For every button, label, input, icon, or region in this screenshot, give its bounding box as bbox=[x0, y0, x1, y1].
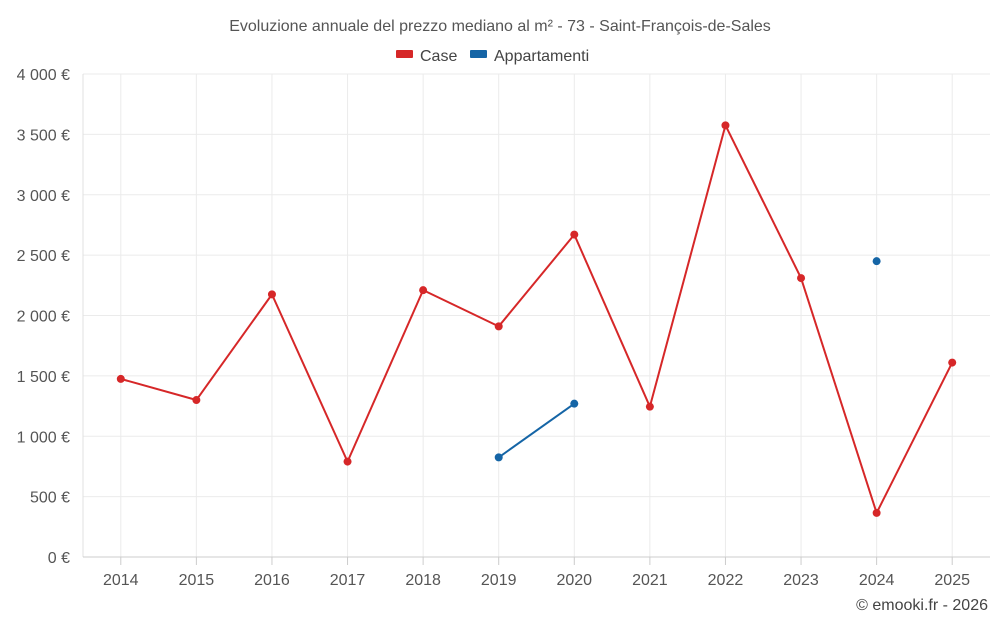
data-point bbox=[570, 399, 579, 408]
y-tick-label: 1 000 € bbox=[17, 429, 70, 446]
x-tick-label: 2015 bbox=[179, 572, 215, 589]
data-point bbox=[267, 290, 276, 299]
data-point bbox=[797, 274, 806, 283]
x-tick-label: 2019 bbox=[481, 572, 517, 589]
legend-label: Appartamenti bbox=[494, 48, 589, 65]
series-line-segment bbox=[497, 233, 576, 328]
y-tick-label: 3 500 € bbox=[17, 127, 70, 144]
x-tick-label: 2024 bbox=[859, 572, 895, 589]
data-point bbox=[494, 322, 503, 331]
series-appartamenti bbox=[494, 257, 881, 462]
y-tick-label: 4 000 € bbox=[17, 67, 70, 84]
x-tick-label: 2025 bbox=[934, 572, 970, 589]
credit-text: © emooki.fr - 2026 bbox=[856, 597, 988, 614]
axes: 0 € 500 € 1 000 € 1 500 € 2 000 € 2 500 € 3 00… bbox=[17, 67, 990, 589]
x-tick-label: 2023 bbox=[783, 572, 819, 589]
y-tick-label: 2 500 € bbox=[17, 248, 70, 265]
series-line-segment bbox=[498, 402, 575, 459]
x-tick-label: 2021 bbox=[632, 572, 668, 589]
legend-item-case: Case bbox=[396, 48, 457, 65]
series-line-segment bbox=[271, 293, 349, 463]
series-line-segment bbox=[724, 124, 802, 279]
data-point bbox=[721, 121, 730, 130]
legend-swatch bbox=[396, 50, 413, 58]
chart-title: Evoluzione annuale del prezzo mediano al… bbox=[229, 18, 771, 35]
series-line-segment bbox=[573, 234, 651, 408]
data-point bbox=[419, 286, 428, 295]
data-point bbox=[570, 230, 579, 239]
x-tick-label: 2014 bbox=[103, 572, 139, 589]
series-line-segment bbox=[346, 289, 425, 463]
y-tick-label: 1 500 € bbox=[17, 369, 70, 386]
data-point bbox=[494, 453, 503, 462]
series-line-segment bbox=[648, 125, 727, 407]
data-point bbox=[872, 257, 881, 266]
y-tick-label: 0 € bbox=[48, 550, 70, 567]
data-point bbox=[645, 402, 654, 411]
data-point bbox=[192, 396, 201, 405]
x-tick-label: 2018 bbox=[405, 572, 441, 589]
x-tick-label: 2022 bbox=[708, 572, 744, 589]
series-line-segment bbox=[120, 377, 197, 401]
series-line-segment bbox=[875, 362, 954, 514]
grid bbox=[83, 73, 990, 558]
x-tick-label: 2017 bbox=[330, 572, 366, 589]
x-tick-label: 2020 bbox=[556, 572, 592, 589]
series-line-segment bbox=[195, 293, 273, 401]
legend: Case Appartamenti bbox=[396, 48, 589, 65]
x-tick-label: 2016 bbox=[254, 572, 290, 589]
legend-swatch bbox=[470, 50, 487, 58]
legend-item-appartamenti: Appartamenti bbox=[470, 48, 589, 65]
series-case bbox=[116, 121, 957, 517]
data-point bbox=[343, 457, 352, 466]
series-line-segment bbox=[800, 277, 878, 514]
legend-label: Case bbox=[420, 48, 457, 65]
y-tick-label: 2 000 € bbox=[17, 309, 70, 326]
y-tick-label: 500 € bbox=[30, 490, 70, 507]
series bbox=[116, 121, 957, 517]
data-point bbox=[948, 358, 957, 367]
y-tick-label: 3 000 € bbox=[17, 188, 70, 205]
series-line-segment bbox=[422, 289, 500, 328]
data-point bbox=[116, 374, 125, 383]
data-point bbox=[872, 508, 881, 517]
